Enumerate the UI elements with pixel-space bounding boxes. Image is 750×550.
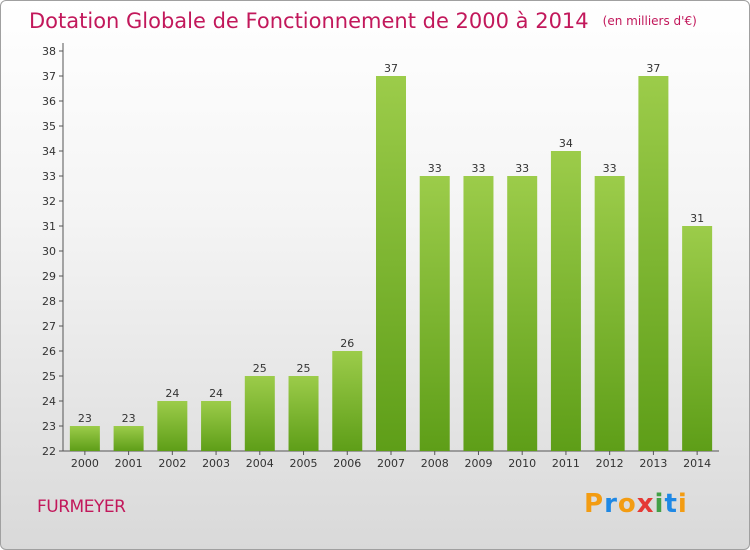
- bar: [419, 176, 450, 451]
- bar: [201, 401, 232, 451]
- x-tick-label: 2005: [290, 457, 318, 470]
- data-label: 23: [122, 412, 136, 425]
- chart-title: Dotation Globale de Fonctionnement de 20…: [29, 9, 697, 33]
- data-label: 24: [209, 387, 223, 400]
- bar: [69, 426, 100, 451]
- chart-subtitle: (en milliers d'€): [602, 14, 697, 28]
- y-tick-label: 22: [42, 445, 56, 458]
- x-tick-label: 2000: [71, 457, 99, 470]
- y-tick-label: 30: [42, 245, 56, 258]
- logo-letter: x: [636, 489, 655, 519]
- y-tick-label: 33: [42, 170, 56, 183]
- y-tick-label: 26: [42, 345, 56, 358]
- bar: [594, 176, 625, 451]
- bar: [244, 376, 275, 451]
- bar: [376, 76, 406, 451]
- x-tick-label: 2007: [377, 457, 405, 470]
- x-tick-label: 2002: [158, 457, 186, 470]
- bar: [638, 76, 669, 451]
- x-tick-label: 2008: [421, 457, 449, 470]
- data-label: 25: [297, 362, 311, 375]
- data-label: 37: [384, 62, 398, 75]
- data-label: 23: [78, 412, 92, 425]
- y-tick-label: 37: [42, 70, 56, 83]
- bar: [682, 226, 713, 451]
- y-tick-label: 28: [42, 295, 56, 308]
- bar: [507, 176, 538, 451]
- y-tick-label: 29: [42, 270, 56, 283]
- bar: [463, 176, 494, 451]
- y-tick-label: 36: [42, 95, 56, 108]
- y-tick-label: 34: [42, 145, 56, 158]
- x-tick-label: 2010: [508, 457, 536, 470]
- y-tick-label: 24: [42, 395, 56, 408]
- x-tick-label: 2006: [333, 457, 361, 470]
- data-label: 33: [428, 162, 442, 175]
- data-label: 33: [603, 162, 617, 175]
- data-label: 34: [559, 137, 573, 150]
- x-tick-label: 2004: [246, 457, 274, 470]
- x-tick-label: 2012: [596, 457, 624, 470]
- title-text: Dotation Globale de Fonctionnement de 20…: [29, 9, 589, 33]
- commune-name: FURMEYER: [37, 497, 126, 517]
- logo-letter: r: [604, 489, 618, 519]
- logo-letter: t: [664, 489, 678, 519]
- y-tick-label: 25: [42, 370, 56, 383]
- x-tick-label: 2001: [115, 457, 143, 470]
- logo-letter: o: [617, 489, 637, 519]
- bar: [288, 376, 319, 451]
- logo-letter: i: [677, 489, 688, 519]
- x-tick-label: 2009: [464, 457, 492, 470]
- y-tick-label: 32: [42, 195, 56, 208]
- bar: [157, 401, 188, 451]
- logo-letter: P: [584, 489, 605, 519]
- data-label: 33: [515, 162, 529, 175]
- x-tick-label: 2013: [639, 457, 667, 470]
- y-tick-label: 23: [42, 420, 56, 433]
- y-tick-label: 38: [42, 45, 56, 58]
- x-tick-label: 2014: [683, 457, 711, 470]
- data-label: 31: [690, 212, 704, 225]
- data-label: 24: [165, 387, 179, 400]
- data-label: 33: [471, 162, 485, 175]
- proxiti-logo[interactable]: Proxiti: [584, 489, 688, 519]
- bar: [332, 351, 363, 451]
- x-tick-label: 2003: [202, 457, 230, 470]
- y-tick-label: 35: [42, 120, 56, 133]
- bar: [550, 151, 581, 451]
- bar: [113, 426, 144, 451]
- x-tick-label: 2011: [552, 457, 580, 470]
- data-label: 26: [340, 337, 354, 350]
- data-label: 37: [646, 62, 660, 75]
- data-label: 25: [253, 362, 267, 375]
- y-tick-label: 31: [42, 220, 56, 233]
- logo-letter: i: [654, 489, 665, 519]
- y-tick-label: 27: [42, 320, 56, 333]
